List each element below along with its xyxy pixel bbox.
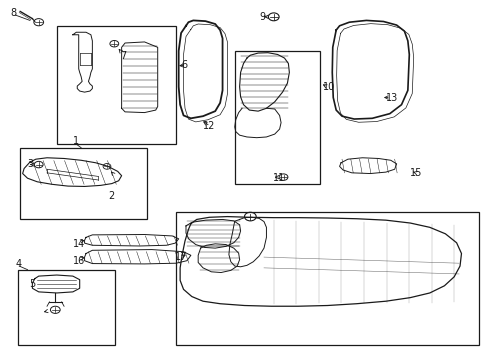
- Bar: [234, 51, 320, 184]
- Text: 14: 14: [73, 239, 85, 249]
- Bar: [176, 212, 478, 345]
- Text: 15: 15: [409, 168, 422, 178]
- Text: 9: 9: [259, 12, 264, 22]
- Bar: [57, 26, 176, 144]
- Text: 5: 5: [29, 279, 35, 289]
- Text: 17: 17: [175, 252, 187, 262]
- Text: 13: 13: [385, 93, 397, 103]
- Text: 11: 11: [272, 173, 285, 183]
- Text: 1: 1: [73, 136, 79, 146]
- Bar: [18, 270, 115, 345]
- Text: 16: 16: [73, 256, 85, 266]
- Text: 7: 7: [120, 51, 126, 61]
- Bar: [20, 148, 147, 220]
- Text: 8: 8: [10, 8, 17, 18]
- Text: 12: 12: [203, 121, 215, 131]
- Text: 10: 10: [322, 82, 334, 92]
- Text: 4: 4: [15, 259, 21, 269]
- Text: 6: 6: [181, 60, 187, 70]
- Text: 2: 2: [108, 191, 114, 201]
- Text: 3: 3: [27, 159, 34, 169]
